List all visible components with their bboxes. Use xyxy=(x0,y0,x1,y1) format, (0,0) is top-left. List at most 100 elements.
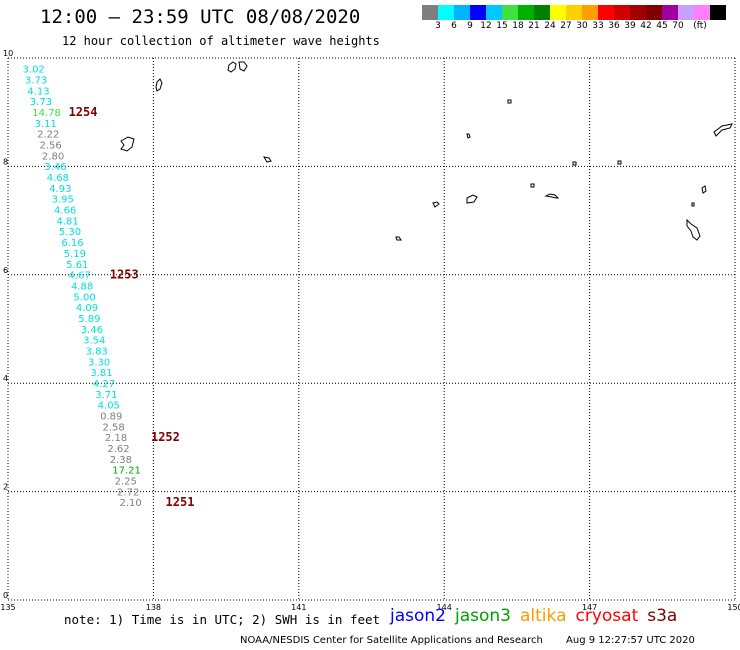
color-scale-label: 45 xyxy=(656,21,668,31)
wave-height-value: 2.38 xyxy=(110,455,132,466)
color-swatch xyxy=(486,5,502,20)
wave-height-value: 2.25 xyxy=(115,477,137,488)
color-swatch xyxy=(518,5,534,20)
wave-height-value: 2.22 xyxy=(37,130,59,141)
wave-height-value: 6.16 xyxy=(61,238,83,249)
color-swatch xyxy=(662,5,678,20)
color-scale-label: 12 xyxy=(480,21,492,31)
wave-height-value: 17.21 xyxy=(112,466,141,477)
satellite-jason3: jason3 xyxy=(455,606,511,626)
island-outline xyxy=(120,136,135,152)
satellite-altika: altika xyxy=(520,606,567,626)
wave-height-value: 5.30 xyxy=(59,227,81,238)
island-outline xyxy=(155,78,163,92)
pass-number-label: 1252 xyxy=(151,430,180,444)
island-outline xyxy=(686,218,701,241)
island-outline xyxy=(713,123,733,137)
page-subtitle: 12 hour collection of altimeter wave hei… xyxy=(62,34,380,48)
island-outline xyxy=(691,202,695,207)
wave-height-value: 2.58 xyxy=(103,422,125,433)
wave-height-value: 3.73 xyxy=(25,75,47,86)
wave-height-value: 4.13 xyxy=(27,86,49,97)
pass-number-label: 1253 xyxy=(110,268,139,282)
color-swatch xyxy=(438,5,454,20)
wave-height-value: 4.05 xyxy=(98,401,120,412)
island-outline xyxy=(572,161,577,166)
color-scale-label: 6 xyxy=(451,21,457,31)
wave-height-value: 4.93 xyxy=(49,184,71,195)
wave-height-value: 5.19 xyxy=(64,249,86,260)
longitude-tick-label: 147 xyxy=(582,603,597,610)
footer: NOAA/NESDIS Center for Satellite Applica… xyxy=(240,635,715,646)
latitude-tick-label: 0 xyxy=(3,591,8,600)
color-swatch xyxy=(630,5,646,20)
latitude-tick-label: 8 xyxy=(3,157,8,166)
island-outline xyxy=(432,201,440,208)
pass-number-label: 1254 xyxy=(69,105,98,119)
color-swatch xyxy=(470,5,486,20)
longitude-tick-label: 150 xyxy=(727,603,740,610)
wave-height-value: 3.81 xyxy=(90,368,112,379)
color-scale-label: (ft) xyxy=(693,21,707,31)
page-title: 12:00 – 23:59 UTC 08/08/2020 xyxy=(40,6,361,28)
color-scale-label: 9 xyxy=(467,21,473,31)
color-swatch xyxy=(678,5,694,20)
island-outline xyxy=(238,61,248,72)
wave-height-value: 3.30 xyxy=(88,357,110,368)
wave-height-value: 5.00 xyxy=(73,292,95,303)
units-note: note: 1) Time is in UTC; 2) SWH is in fe… xyxy=(64,612,381,627)
wave-height-value: 3.73 xyxy=(30,97,52,108)
wave-height-value: 2.72 xyxy=(117,487,139,498)
color-scale-label: 39 xyxy=(624,21,636,31)
longitude-tick-label: 135 xyxy=(0,603,15,610)
wave-height-value: 2.62 xyxy=(107,444,129,455)
latitude-tick-label: 10 xyxy=(3,49,13,58)
color-swatch xyxy=(566,5,582,20)
wave-height-value: 3.46 xyxy=(81,325,103,336)
island-outline xyxy=(507,99,512,104)
color-scale-label: 42 xyxy=(640,21,652,31)
satellite-legend: jason2 jason3 altika cryosat s3a xyxy=(390,606,686,626)
color-swatch xyxy=(502,5,518,20)
wave-height-value: 4.68 xyxy=(47,173,69,184)
wave-height-value: 4.09 xyxy=(76,303,98,314)
color-scale-label: 24 xyxy=(544,21,556,31)
color-swatch xyxy=(422,5,438,20)
color-swatch xyxy=(550,5,566,20)
satellite-s3a: s3a xyxy=(647,606,678,626)
color-scale-label: 30 xyxy=(576,21,588,31)
color-swatch xyxy=(454,5,470,20)
latitude-tick-label: 2 xyxy=(3,483,8,492)
wave-height-value: 4.81 xyxy=(56,216,78,227)
color-swatch xyxy=(534,5,550,20)
island-outline xyxy=(617,160,622,165)
wave-height-value: 4.27 xyxy=(93,379,115,390)
longitude-tick-label: 141 xyxy=(291,603,306,610)
wave-height-value: 2.10 xyxy=(119,498,141,509)
pass-number-label: 1251 xyxy=(166,495,195,509)
satellite-cryosat: cryosat xyxy=(575,606,639,626)
credit-text: NOAA/NESDIS Center for Satellite Applica… xyxy=(240,635,543,646)
island-outline xyxy=(701,185,707,194)
island-outline xyxy=(530,183,535,188)
wave-height-value: 3.71 xyxy=(95,390,117,401)
color-swatch xyxy=(614,5,630,20)
color-swatch xyxy=(646,5,662,20)
wave-height-value: 5.61 xyxy=(66,260,88,271)
color-scale-label: 36 xyxy=(608,21,620,31)
wave-height-value: 4.88 xyxy=(71,281,93,292)
color-swatch xyxy=(694,5,710,20)
wave-height-value: 14.78 xyxy=(32,108,61,119)
color-swatch xyxy=(582,5,598,20)
color-scale-label: 18 xyxy=(512,21,524,31)
island-outline xyxy=(395,236,402,241)
wave-height-map: 13513814114414715002468103.023.734.133.7… xyxy=(0,49,740,610)
island-outline xyxy=(466,194,478,204)
wave-height-value: 2.56 xyxy=(40,141,62,152)
wave-height-value: 4.67 xyxy=(69,271,91,282)
color-swatch xyxy=(598,5,614,20)
wave-height-value: 0.89 xyxy=(100,412,122,423)
satellite-jason2: jason2 xyxy=(390,606,446,626)
longitude-tick-label: 144 xyxy=(437,603,452,610)
island-outline xyxy=(466,133,471,139)
